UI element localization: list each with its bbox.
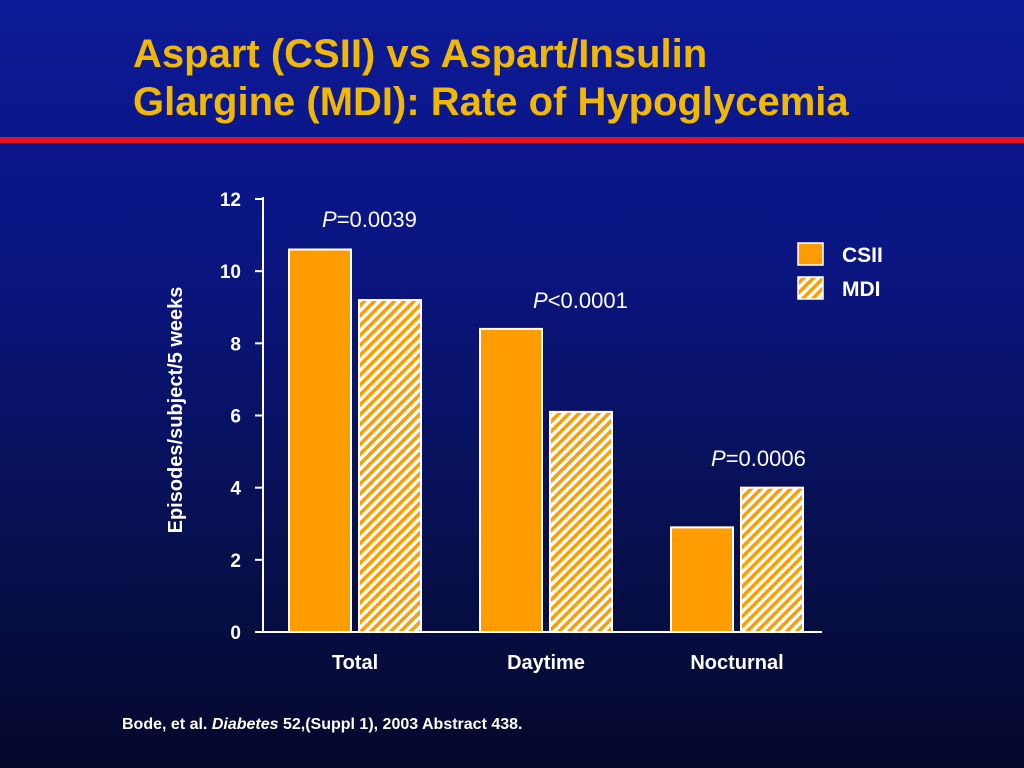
x-tick-label: Total <box>332 652 378 674</box>
title-line-2: Glargine (MDI): Rate of Hypoglycemia <box>133 80 849 124</box>
y-tick-label: 10 <box>220 262 241 283</box>
bar-csii-nocturnal <box>670 526 734 634</box>
bar-mdi-daytime <box>549 410 613 633</box>
citation-authors: Bode, et al. <box>122 716 208 733</box>
p-value-annotation: P=0.0006 <box>711 446 806 471</box>
slide-title: Aspart (CSII) vs Aspart/Insulin Glargine… <box>133 30 1013 126</box>
y-tick-label: 2 <box>230 551 241 572</box>
title-divider <box>0 137 1024 143</box>
bar-csii-daytime <box>479 327 543 633</box>
bar-mdi-nocturnal <box>740 486 804 633</box>
legend-label-csii: CSII <box>842 244 883 267</box>
y-axis-label: Episodes/subject/5 weeks <box>165 287 187 534</box>
legend-swatch-csii <box>797 242 824 266</box>
x-tick-label: Daytime <box>507 652 585 674</box>
y-tick-label: 12 <box>220 190 241 211</box>
bar-csii-total <box>288 248 352 633</box>
y-tick-label: 4 <box>230 479 241 500</box>
x-tick-label: Nocturnal <box>690 652 783 674</box>
legend-label-mdi: MDI <box>842 278 881 301</box>
y-tick-label: 6 <box>230 407 241 428</box>
citation-journal: Diabetes <box>211 716 279 733</box>
y-tick-label: 0 <box>230 623 241 644</box>
p-value-annotation: P=0.0039 <box>322 207 417 232</box>
legend-swatch-mdi <box>797 276 824 300</box>
y-tick-label: 8 <box>230 334 241 355</box>
p-value-annotation: P<0.0001 <box>533 288 628 313</box>
bar-chart: 0 2 4 6 8 10 12 Episodes/subject/5 weeks Total D… <box>165 190 883 674</box>
title-line-1: Aspart (CSII) vs Aspart/Insulin <box>133 32 708 76</box>
citation-details: 52,(Suppl 1), 2003 Abstract 438. <box>282 716 523 733</box>
bar-mdi-total <box>358 299 422 633</box>
citation: Bode, et al. Diabetes 52,(Suppl 1), 2003… <box>122 716 522 734</box>
